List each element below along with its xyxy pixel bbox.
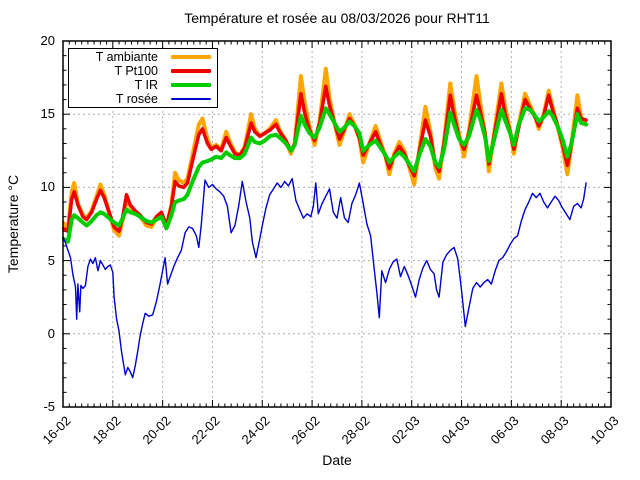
series-line-t-rosée bbox=[62, 177, 587, 379]
series-line-t-ir bbox=[62, 106, 589, 244]
legend-line-sample-ambiante bbox=[165, 55, 211, 59]
legend-line-sample-pt100 bbox=[165, 69, 211, 73]
legend-item-ambiante: T ambiante bbox=[71, 50, 211, 64]
legend-label-rosee: T rosée bbox=[115, 92, 158, 106]
y-tick-label-15: 15 bbox=[40, 106, 55, 122]
legend-label-ir: T IR bbox=[134, 78, 158, 92]
legend-label-pt100: T Pt100 bbox=[114, 64, 158, 78]
y-tick-label-5: 5 bbox=[47, 252, 55, 268]
y-tick-label-20: 20 bbox=[40, 33, 55, 48]
legend-item-pt100: T Pt100 bbox=[71, 64, 211, 78]
x-axis-label: Date bbox=[322, 452, 352, 468]
y-tick-label--5: -5 bbox=[43, 399, 55, 414]
y-tick-label-0: 0 bbox=[47, 325, 55, 341]
legend: T ambiante T Pt100 T IR T rosée bbox=[68, 48, 218, 108]
chart-title: Température et rosée au 08/03/2026 pour … bbox=[184, 10, 490, 26]
legend-item-rosee: T rosée bbox=[71, 92, 211, 106]
legend-line-sample-rosee bbox=[165, 98, 211, 100]
y-tick-label-10: 10 bbox=[40, 179, 55, 195]
legend-item-ir: T IR bbox=[71, 78, 211, 92]
legend-line-sample-ir bbox=[165, 83, 211, 87]
legend-label-ambiante: T ambiante bbox=[95, 50, 158, 64]
